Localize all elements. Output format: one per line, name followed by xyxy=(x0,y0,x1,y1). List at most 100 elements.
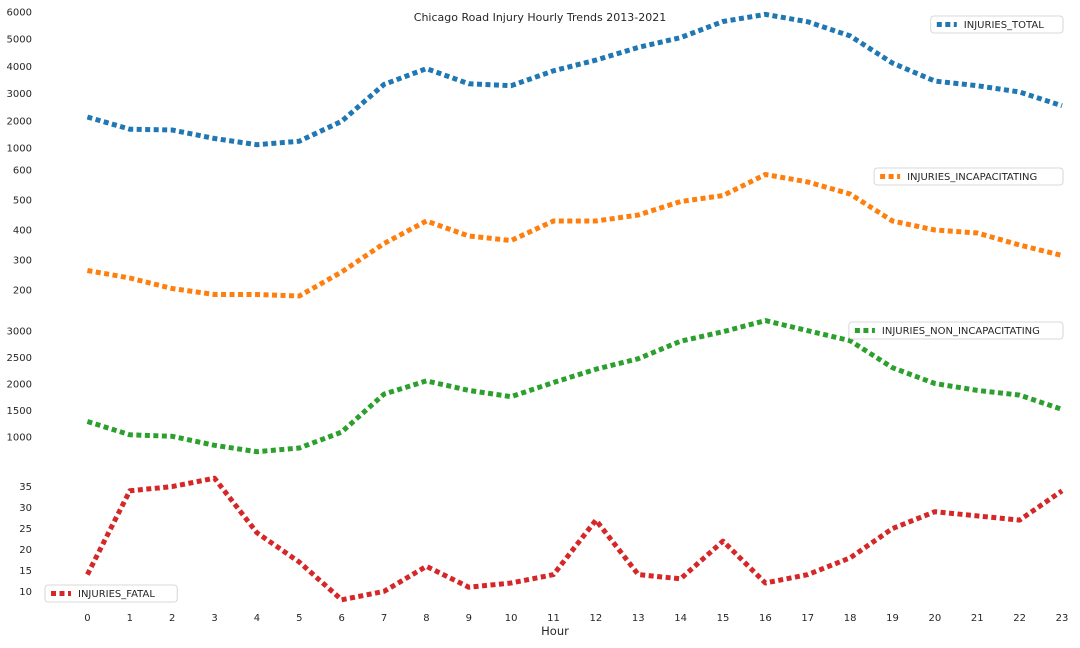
data-point xyxy=(509,238,514,243)
data-point xyxy=(297,560,302,565)
data-point xyxy=(424,564,429,569)
chart-title: Chicago Road Injury Hourly Trends 2013-2… xyxy=(414,11,666,24)
x-tick-label: 2 xyxy=(169,613,175,624)
data-point xyxy=(763,581,768,586)
data-point xyxy=(763,12,768,17)
data-point xyxy=(382,82,387,87)
data-point xyxy=(1060,253,1065,258)
data-point xyxy=(975,513,980,518)
x-tick-label: 18 xyxy=(844,613,857,624)
data-point xyxy=(85,115,90,120)
x-tick-label: 20 xyxy=(929,613,942,624)
data-point xyxy=(593,367,598,372)
data-point xyxy=(890,219,895,224)
data-point xyxy=(848,33,853,38)
legend-box xyxy=(44,584,178,603)
data-point xyxy=(678,339,683,344)
data-point xyxy=(424,219,429,224)
legend-box xyxy=(873,167,1064,186)
data-point xyxy=(254,142,259,147)
data-point xyxy=(1017,243,1022,248)
legend-box xyxy=(848,321,1064,340)
y-tick-label: 30 xyxy=(19,503,32,514)
x-tick-label: 9 xyxy=(466,613,472,624)
x-tick-label: 5 xyxy=(296,613,302,624)
x-tick-label: 10 xyxy=(505,613,518,624)
y-tick-label: 20 xyxy=(19,545,32,556)
data-point xyxy=(1017,518,1022,523)
data-point xyxy=(382,241,387,246)
x-tick-label: 17 xyxy=(801,613,814,624)
data-point xyxy=(212,443,217,448)
y-tick-label: 200 xyxy=(13,286,32,297)
y-tick-label: 1000 xyxy=(7,144,32,155)
data-point xyxy=(805,328,810,333)
data-point xyxy=(339,597,344,602)
data-point xyxy=(721,19,726,24)
data-point xyxy=(254,292,259,297)
x-tick-label: 1 xyxy=(127,613,133,624)
y-tick-label: 1500 xyxy=(7,406,32,417)
y-tick-label: 5000 xyxy=(7,35,32,46)
x-tick-label: 19 xyxy=(886,613,899,624)
data-point xyxy=(636,45,641,50)
data-point xyxy=(339,119,344,124)
data-point xyxy=(678,35,683,40)
x-tick-label: 7 xyxy=(381,613,387,624)
y-tick-label: 3000 xyxy=(7,327,32,338)
legend-injuries-fatal: INJURIES_FATAL xyxy=(44,584,178,603)
data-point xyxy=(212,136,217,141)
x-tick-label: 14 xyxy=(674,613,687,624)
data-point xyxy=(636,356,641,361)
panel-injuries-non-incapacitating: 1000 1500 2000 2500 3000 INJURIES_NON_INCAPAC… xyxy=(7,318,1064,455)
series-line-injuries-non-incapacitating xyxy=(86,318,1063,455)
legend-label: INJURIES_INCAPACITATING xyxy=(907,172,1037,183)
y-tick-label: 25 xyxy=(19,524,32,535)
panel-injuries-total: 1000 2000 3000 4000 5000 6000 INJURIES_TOTAL xyxy=(7,8,1064,155)
y-tick-label: 6000 xyxy=(7,8,32,19)
data-point xyxy=(932,381,937,386)
x-tick-label: 22 xyxy=(1013,613,1026,624)
data-point xyxy=(1017,90,1022,95)
data-point xyxy=(763,318,768,323)
y-tick-label: 2000 xyxy=(7,380,32,391)
data-point xyxy=(721,539,726,544)
data-point xyxy=(848,555,853,560)
x-tick-label: 0 xyxy=(84,613,90,624)
data-point xyxy=(1060,488,1065,493)
data-point xyxy=(297,294,302,299)
data-point xyxy=(805,180,810,185)
data-point xyxy=(890,365,895,370)
x-tick-label: 16 xyxy=(759,613,772,624)
y-tick-label: 1000 xyxy=(7,432,32,443)
y-tick-label: 300 xyxy=(13,256,32,267)
data-point xyxy=(382,392,387,397)
data-point xyxy=(466,234,471,239)
x-tick-label: 3 xyxy=(211,613,217,624)
x-tick-label: 4 xyxy=(254,613,260,624)
data-point xyxy=(509,83,514,88)
x-tick-label: 13 xyxy=(632,613,645,624)
x-tick-label: 21 xyxy=(971,613,984,624)
data-point xyxy=(466,585,471,590)
panel-injuries-fatal: 10 15 20 25 30 35 INJURIES_FATAL xyxy=(19,475,1065,603)
data-point xyxy=(593,58,598,63)
x-axis: 0 1 2 3 4 5 6 7 8 9 10 11 12 13 14 15 16 17 18 19 20 21 22 23 xyxy=(84,613,1068,624)
data-point xyxy=(212,292,217,297)
data-point xyxy=(551,380,556,385)
series-line-injuries-total xyxy=(86,11,1063,148)
data-point xyxy=(721,329,726,334)
data-point xyxy=(509,394,514,399)
data-point xyxy=(678,199,683,204)
panel-injuries-incapacitating: 200 300 400 500 600 INJURIES_INCAPACITATING xyxy=(13,166,1065,299)
data-point xyxy=(932,79,937,84)
legend-injuries-incapacitating: INJURIES_INCAPACITATING xyxy=(873,167,1064,186)
data-point xyxy=(805,572,810,577)
data-point xyxy=(678,576,683,581)
chart-panels: 1000 2000 3000 4000 5000 6000 INJURIES_TOTAL 20… xyxy=(7,8,1065,603)
data-point xyxy=(339,270,344,275)
y-tick-label: 2500 xyxy=(7,353,32,364)
data-point xyxy=(170,484,175,489)
data-point xyxy=(932,228,937,233)
data-point xyxy=(127,276,132,281)
